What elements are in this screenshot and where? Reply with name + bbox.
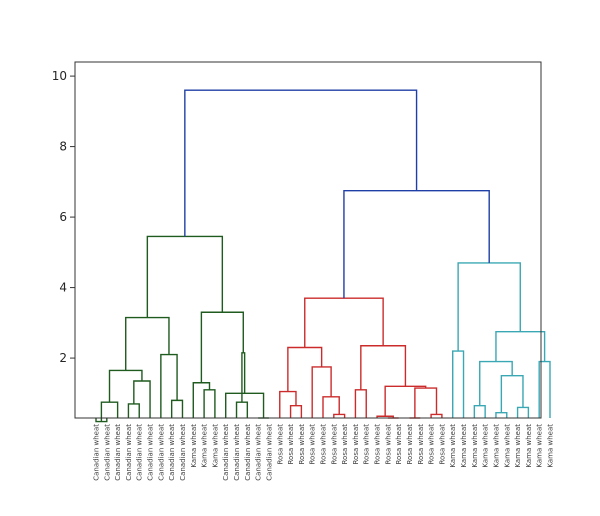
leaf-label: Kama wheat xyxy=(190,424,198,468)
leaf-label: Rosa wheat xyxy=(330,424,338,465)
y-tick-label: 2 xyxy=(59,351,67,365)
leaf-label: Rosa wheat xyxy=(298,424,306,465)
leaf-label: Kama wheat xyxy=(449,424,457,468)
leaf-label: Canadian wheat xyxy=(265,424,273,481)
y-axis: 2 4 6 8 10 xyxy=(52,69,75,365)
y-tick-label: 6 xyxy=(59,210,67,224)
dendrogram-link xyxy=(479,360,513,406)
leaf-label: Rosa wheat xyxy=(438,424,446,465)
leaf-label: Rosa wheat xyxy=(395,424,403,465)
leaf-label: Kama wheat xyxy=(471,424,479,468)
dendrogram-link xyxy=(376,415,394,418)
leaf-label: Kama wheat xyxy=(201,424,209,468)
dendrogram-link xyxy=(225,392,265,418)
leaf-label: Rosa wheat xyxy=(320,424,328,465)
dendrogram-link xyxy=(495,330,546,362)
dendrogram-link xyxy=(125,316,170,371)
leaf-label: Canadian wheat xyxy=(168,424,176,481)
dendrogram-link xyxy=(457,262,521,352)
leaf-label: Canadian wheat xyxy=(244,424,252,481)
dendrogram-link xyxy=(95,418,108,423)
leaf-label: Kama wheat xyxy=(460,424,468,468)
leaf-label: Kama wheat xyxy=(211,424,219,468)
dendrogram-link xyxy=(452,350,465,418)
leaf-label: Kama wheat xyxy=(492,424,500,468)
leaf-label: Rosa wheat xyxy=(428,424,436,465)
x-axis-leaf-labels: Canadian wheat Canadian wheat Canadian whe… xyxy=(93,424,555,481)
leaf-label: Canadian wheat xyxy=(103,424,111,481)
dendrogram-link xyxy=(203,389,216,418)
y-tick-label: 8 xyxy=(59,140,67,154)
dendrogram-link xyxy=(235,401,249,418)
leaf-label: Rosa wheat xyxy=(309,424,317,465)
leaf-label: Kama wheat xyxy=(482,424,490,468)
y-tick-label: 4 xyxy=(59,281,67,295)
dendrogram-link xyxy=(516,406,530,418)
leaf-label: Rosa wheat xyxy=(417,424,425,465)
leaf-label: Canadian wheat xyxy=(222,424,230,481)
leaf-label: Canadian wheat xyxy=(93,424,101,481)
leaf-label: Rosa wheat xyxy=(276,424,284,465)
dendrogram-link xyxy=(414,387,438,418)
leaf-label: Rosa wheat xyxy=(363,424,371,465)
dendrogram-link xyxy=(287,346,323,392)
leaf-label: Canadian wheat xyxy=(147,424,155,481)
dendrogram-link xyxy=(184,89,418,237)
dendrogram-links xyxy=(95,89,551,423)
leaf-label: Rosa wheat xyxy=(352,424,360,465)
leaf-label: Canadian wheat xyxy=(136,424,144,481)
plot-frame xyxy=(74,61,542,419)
leaf-label: Kama wheat xyxy=(525,424,533,468)
leaf-label: Canadian wheat xyxy=(157,424,165,481)
leaf-label: Kama wheat xyxy=(503,424,511,468)
dendrogram-link xyxy=(538,360,551,418)
leaf-label: Rosa wheat xyxy=(341,424,349,465)
leaf-label: Kama wheat xyxy=(547,424,555,468)
leaf-label: Rosa wheat xyxy=(384,424,392,465)
leaf-label: Canadian wheat xyxy=(114,424,122,481)
leaf-label: Canadian wheat xyxy=(125,424,133,481)
leaf-label: Rosa wheat xyxy=(374,424,382,465)
y-tick-label: 10 xyxy=(52,69,67,83)
dendrogram-link xyxy=(495,412,508,418)
leaf-label: Canadian wheat xyxy=(255,424,263,481)
dendrogram-link xyxy=(360,345,407,390)
dendrogram-link xyxy=(500,375,524,413)
leaf-label: Canadian wheat xyxy=(233,424,241,481)
dendrogram-link xyxy=(100,401,119,422)
leaf-label: Kama wheat xyxy=(514,424,522,468)
leaf-label: Canadian wheat xyxy=(179,424,187,481)
dendrogram-link xyxy=(108,369,143,403)
leaf-label: Rosa wheat xyxy=(287,424,295,465)
leaf-label: Rosa wheat xyxy=(406,424,414,465)
leaf-label: Kama wheat xyxy=(536,424,544,468)
dendrogram-link xyxy=(354,389,367,418)
